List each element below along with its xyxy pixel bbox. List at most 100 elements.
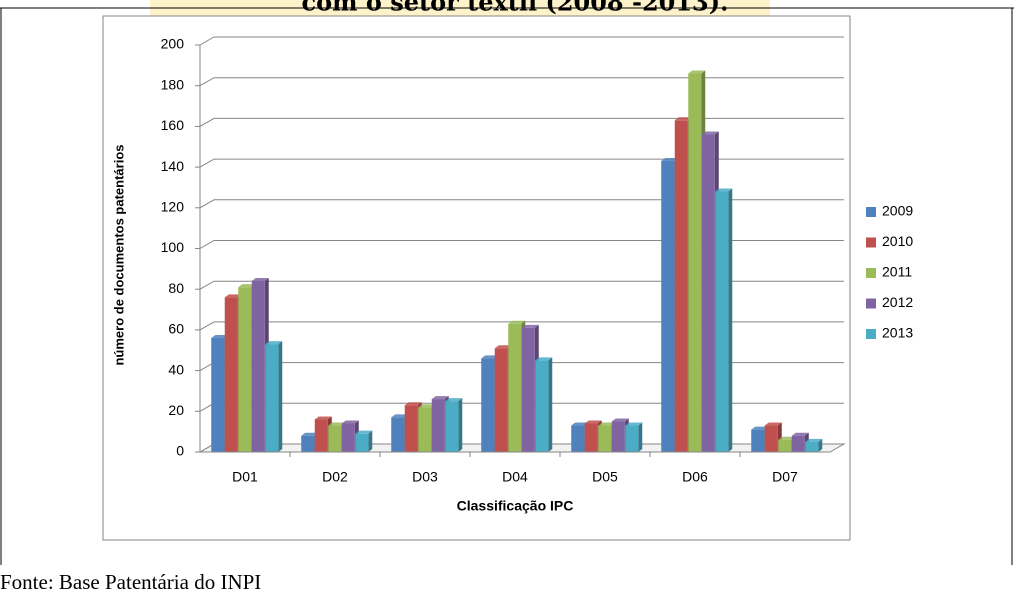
bar-top xyxy=(355,430,373,434)
bar-top xyxy=(571,422,589,426)
x-tick-label: D06 xyxy=(682,469,708,485)
bar xyxy=(251,281,265,452)
bar-top xyxy=(431,396,449,400)
bar-side xyxy=(548,357,553,452)
grid-line xyxy=(199,117,844,127)
bar-top xyxy=(598,422,616,426)
bar-side xyxy=(458,398,463,452)
x-axis-title: Classificação IPC xyxy=(457,498,574,514)
grid-line xyxy=(199,280,844,290)
plot: 0 20 40 60 80 100 120 140 160 180 200 D01 D02 D03 D04 D… xyxy=(161,36,914,485)
bar xyxy=(625,425,639,452)
y-tick-label: 0 xyxy=(176,443,184,459)
bar xyxy=(341,423,355,452)
bar xyxy=(805,441,819,452)
bar xyxy=(791,435,805,452)
bar xyxy=(314,419,328,452)
bar-top xyxy=(805,438,823,442)
bar xyxy=(661,160,675,452)
y-tick-label: 180 xyxy=(161,76,185,92)
grid-line xyxy=(199,321,844,331)
bar xyxy=(598,425,612,452)
bar-top xyxy=(265,341,283,345)
bar-top xyxy=(301,432,319,436)
y-tick-label: 40 xyxy=(168,361,184,377)
grid-line xyxy=(199,36,844,46)
bar-top xyxy=(751,426,769,430)
bar-top xyxy=(391,414,409,418)
bar-top xyxy=(535,357,553,361)
bar xyxy=(265,344,279,452)
bar-top xyxy=(238,284,256,288)
bar-top xyxy=(251,278,269,282)
bar-top xyxy=(418,404,436,408)
y-tick-label: 200 xyxy=(161,36,185,52)
legend-label: 2010 xyxy=(882,233,913,249)
bar-side xyxy=(368,430,373,452)
bar xyxy=(238,287,252,452)
bar xyxy=(418,407,432,452)
bar-top xyxy=(508,320,526,324)
bar-top xyxy=(701,131,719,135)
bar-side xyxy=(638,422,643,452)
bar xyxy=(431,399,445,452)
bar-top xyxy=(328,422,346,426)
legend-swatch xyxy=(866,298,876,309)
legend-label: 2013 xyxy=(882,325,913,341)
bar-top xyxy=(521,324,539,328)
bar xyxy=(778,439,792,452)
bar-top xyxy=(481,355,499,359)
bar xyxy=(715,191,729,452)
bar-top xyxy=(445,398,463,402)
legend-label: 2012 xyxy=(882,294,913,310)
bar-top xyxy=(211,335,229,339)
y-tick-label: 20 xyxy=(168,402,184,418)
bar-top xyxy=(715,188,733,192)
x-tick-label: D01 xyxy=(232,469,258,485)
bar xyxy=(688,73,702,453)
y-tick-label: 100 xyxy=(161,239,185,255)
bar xyxy=(508,323,522,452)
bar-side xyxy=(278,341,283,452)
grid-line xyxy=(199,77,844,87)
grid-line xyxy=(199,199,844,209)
legend-swatch xyxy=(866,268,876,278)
bar xyxy=(611,421,625,452)
grid-line xyxy=(199,240,844,249)
y-tick-label: 80 xyxy=(168,280,184,296)
bar xyxy=(521,327,535,452)
y-tick-label: 140 xyxy=(161,158,185,174)
x-tick-label: D02 xyxy=(322,469,348,485)
legend-label: 2009 xyxy=(882,203,913,219)
bar-top xyxy=(404,402,422,406)
bar xyxy=(751,429,765,452)
document-title: com o setor têxtil (2008 -2013). xyxy=(302,0,729,17)
bar-top xyxy=(661,157,679,161)
bar xyxy=(391,417,405,452)
bar-top xyxy=(341,420,359,424)
bar-top xyxy=(224,294,242,298)
bar-top xyxy=(611,418,629,422)
bar xyxy=(535,360,549,452)
bar-top xyxy=(764,422,782,426)
bar xyxy=(301,435,315,452)
bar-top xyxy=(314,416,332,420)
x-tick-label: D04 xyxy=(502,469,528,485)
chart-frame xyxy=(102,15,851,541)
y-axis-title: número de documentos patentários xyxy=(111,144,126,365)
legend-swatch xyxy=(866,237,876,248)
x-tick-label: D05 xyxy=(592,469,618,485)
x-tick-label: D03 xyxy=(412,469,438,485)
bar xyxy=(404,405,418,452)
bar xyxy=(701,134,715,453)
bar-top xyxy=(494,345,512,349)
bar-top xyxy=(625,422,643,426)
bar xyxy=(445,401,459,452)
bar-top xyxy=(791,432,809,436)
bar xyxy=(224,297,238,452)
legend-swatch xyxy=(866,329,876,339)
bar-top xyxy=(688,70,706,74)
grid-line xyxy=(199,158,844,168)
